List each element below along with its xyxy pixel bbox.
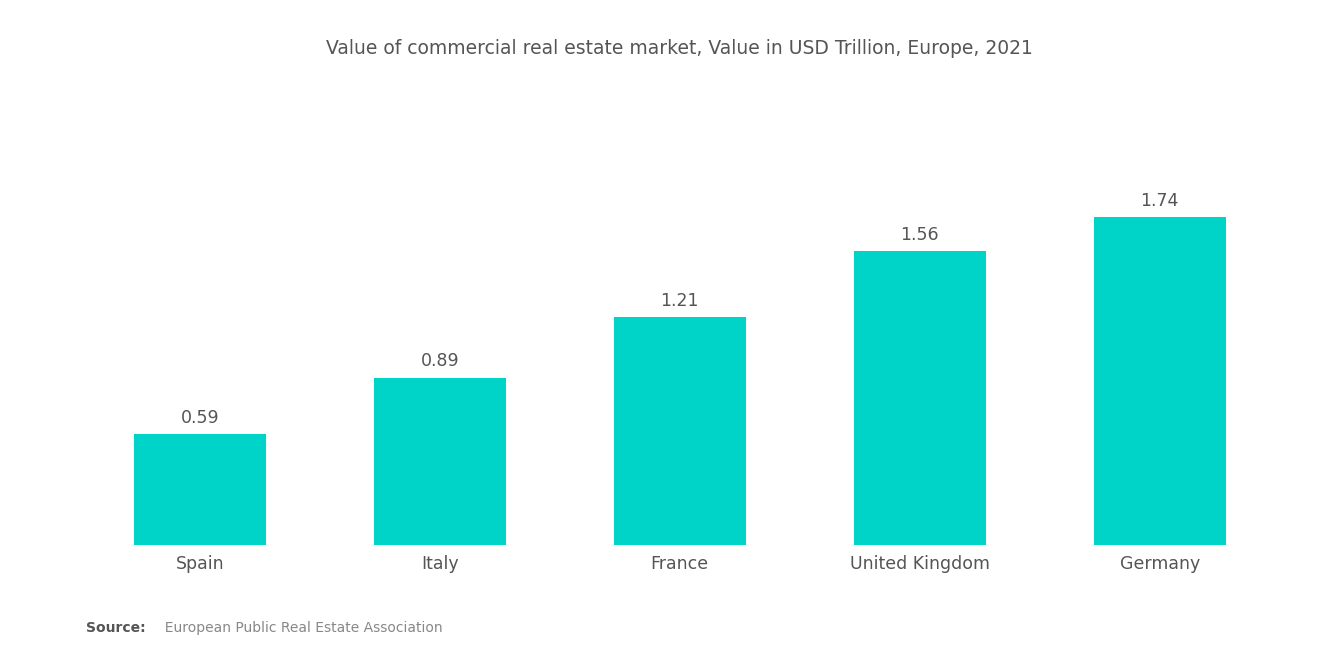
- Text: Source:: Source:: [86, 621, 145, 635]
- Text: 0.59: 0.59: [181, 408, 219, 427]
- Text: 1.56: 1.56: [900, 226, 939, 244]
- Bar: [614, 317, 746, 545]
- Bar: [374, 378, 506, 545]
- Bar: [133, 434, 265, 545]
- Bar: [1094, 217, 1226, 545]
- Text: 1.74: 1.74: [1140, 192, 1179, 210]
- Text: 0.89: 0.89: [421, 352, 459, 370]
- Text: 1.21: 1.21: [660, 292, 700, 310]
- Bar: [854, 251, 986, 545]
- Title: Value of commercial real estate market, Value in USD Trillion, Europe, 2021: Value of commercial real estate market, …: [326, 39, 1034, 59]
- Text: European Public Real Estate Association: European Public Real Estate Association: [156, 621, 442, 635]
